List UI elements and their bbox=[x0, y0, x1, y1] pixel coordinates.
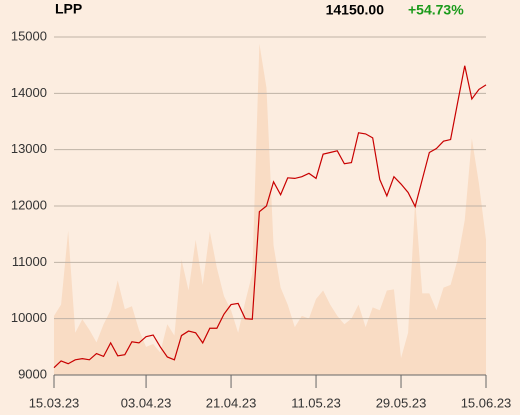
price-change: +54.73% bbox=[408, 2, 464, 18]
chart-title: LPP bbox=[55, 1, 82, 17]
price-line bbox=[53, 65, 487, 369]
x-tick-label: 11.05.23 bbox=[291, 395, 341, 410]
y-tick-label: 14000 bbox=[11, 85, 47, 100]
y-tick-label: 10000 bbox=[11, 310, 47, 325]
y-tick-label: 15000 bbox=[11, 28, 47, 43]
x-tick-label: 15.06.23 bbox=[461, 395, 512, 410]
y-tick-label: 11000 bbox=[12, 254, 47, 269]
x-tick-label: 03.04.23 bbox=[121, 395, 172, 410]
last-price: 14150.00 bbox=[326, 2, 385, 18]
x-tick-label: 29.05.23 bbox=[376, 395, 427, 410]
y-tick-label: 13000 bbox=[11, 141, 47, 156]
x-tick-label: 15.03.23 bbox=[29, 395, 80, 410]
volume-area bbox=[54, 43, 486, 375]
y-tick-label: 9000 bbox=[18, 366, 47, 381]
x-tick-label: 21.04.23 bbox=[206, 395, 257, 410]
y-tick-label: 12000 bbox=[11, 197, 47, 212]
